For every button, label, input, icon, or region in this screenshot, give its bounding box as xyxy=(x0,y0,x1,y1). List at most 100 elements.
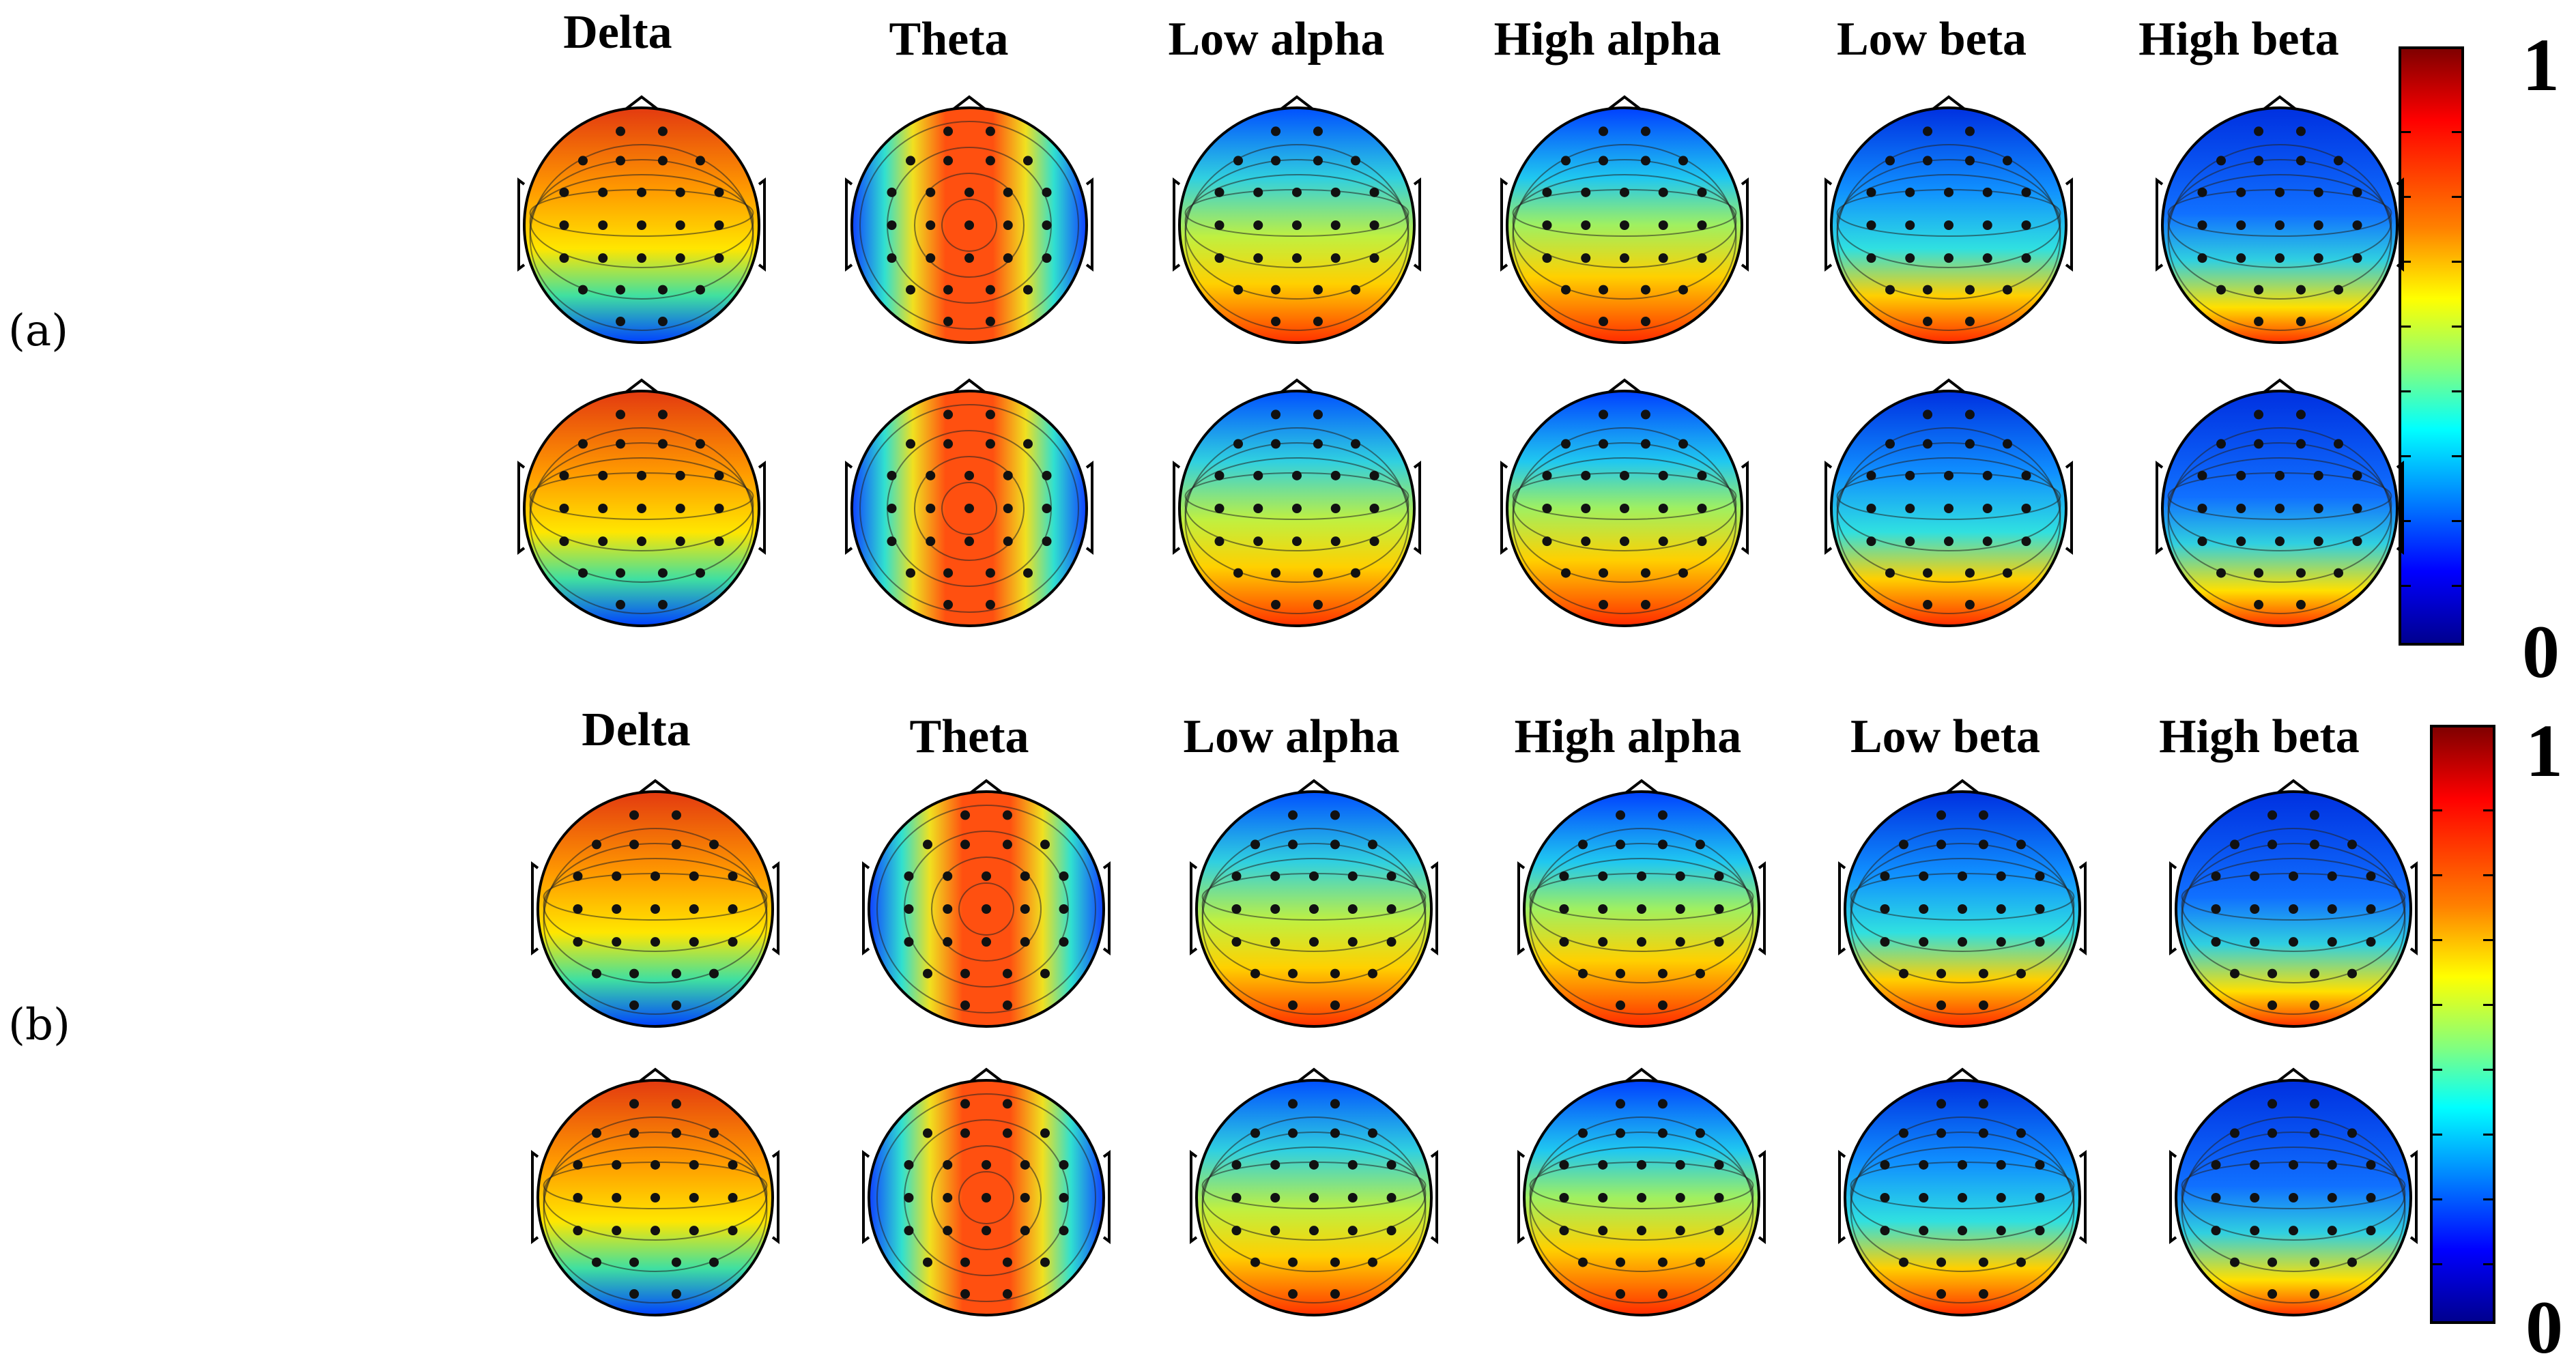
electrode-dot xyxy=(1250,1257,1260,1267)
right-ear-marker xyxy=(1102,861,1111,955)
electrode-dot xyxy=(1923,126,1933,136)
left-ear-marker xyxy=(845,177,853,272)
electrode-dot xyxy=(1675,937,1685,947)
electrode-dot xyxy=(1313,156,1323,166)
contour-line xyxy=(2181,828,2406,1015)
electrode-dot xyxy=(1231,1193,1242,1202)
electrode-dot xyxy=(2035,1159,2045,1170)
electrode-dot xyxy=(926,220,936,230)
electrode-dot xyxy=(1658,220,1668,230)
electrode-dot xyxy=(709,1257,719,1267)
nose-marker xyxy=(1295,779,1333,796)
electrode-dot xyxy=(598,470,608,480)
left-ear-marker xyxy=(1824,461,1833,555)
electrode-dot xyxy=(1561,285,1571,295)
band-title-b-high-alpha: High alpha xyxy=(1514,710,1742,763)
electrode-dot xyxy=(1330,839,1340,850)
electrode-dot xyxy=(1386,1193,1397,1202)
electrode-dot xyxy=(2295,317,2306,327)
electrode-dot xyxy=(1658,187,1668,197)
nose-marker xyxy=(636,1067,674,1084)
nose-marker xyxy=(622,95,661,112)
electrode-dot xyxy=(629,1289,640,1299)
electrode-dot xyxy=(1288,1000,1298,1011)
electrode-dot xyxy=(1599,439,1609,449)
electrode-dot xyxy=(2021,253,2031,263)
band-title-a-high-beta: High beta xyxy=(2138,13,2339,66)
electrode-dot xyxy=(2016,968,2026,979)
electrode-dot xyxy=(1637,1226,1646,1236)
electrode-dot xyxy=(2327,1226,2337,1236)
electrode-dot xyxy=(1923,285,1933,295)
nose-marker xyxy=(1943,779,1981,796)
right-ear-marker xyxy=(758,177,766,272)
nose-marker xyxy=(950,95,988,112)
contour-line xyxy=(529,174,754,268)
electrode-dot xyxy=(1542,220,1552,230)
electrode-dot xyxy=(1880,1159,1890,1170)
electrode-dot xyxy=(2236,536,2246,547)
electrode-dot xyxy=(1214,220,1225,230)
electrode-dot xyxy=(2211,871,2221,881)
contour-line xyxy=(543,828,768,1015)
electrode-dot xyxy=(1330,220,1341,230)
contour-line xyxy=(1201,1116,1427,1303)
electrode-dot xyxy=(1347,1193,1358,1202)
electrode-dot xyxy=(2035,904,2045,914)
electrode-dot xyxy=(1003,220,1013,230)
band-title-a-delta: Delta xyxy=(563,6,672,59)
electrode-dot xyxy=(985,126,995,136)
electrode-dot xyxy=(1620,470,1629,480)
electrode-dot xyxy=(1936,1000,1947,1011)
electrode-dot xyxy=(1581,253,1591,263)
electrode-dot xyxy=(1936,810,1947,820)
electrode-dot xyxy=(1042,470,1052,480)
electrode-dot xyxy=(1559,871,1569,881)
electrode-dot xyxy=(1578,1257,1588,1267)
electrode-dot xyxy=(1023,568,1033,578)
electrode-dot xyxy=(943,904,953,914)
right-ear-marker xyxy=(758,461,766,555)
topomap-b-row2-high-beta xyxy=(2169,1067,2418,1316)
electrode-dot xyxy=(2197,504,2207,513)
electrode-dot xyxy=(675,470,685,480)
electrode-dot xyxy=(1368,839,1377,850)
contour-line xyxy=(958,1171,1014,1224)
electrode-dot xyxy=(1271,285,1281,295)
electrode-dot xyxy=(1899,839,1908,850)
nose-marker xyxy=(950,378,988,395)
electrode-dot xyxy=(1040,1128,1050,1138)
electrode-dot xyxy=(1697,187,1707,197)
electrode-dot xyxy=(671,1289,681,1299)
electrode-dot xyxy=(1919,1159,1929,1170)
electrode-dot xyxy=(1313,439,1323,449)
electrode-dot xyxy=(904,937,914,947)
electrode-dot xyxy=(1714,904,1724,914)
electrode-dot xyxy=(1944,536,1954,547)
electrode-dot xyxy=(985,285,995,295)
nose-marker xyxy=(2274,1067,2313,1084)
electrode-dot xyxy=(1599,317,1609,327)
electrode-dot xyxy=(2327,1159,2337,1170)
contour-line xyxy=(941,482,997,535)
electrode-dot xyxy=(1675,1226,1685,1236)
electrode-dot xyxy=(1598,871,1608,881)
electrode-dot xyxy=(1640,156,1650,166)
electrode-dot xyxy=(1330,1099,1340,1109)
electrode-dot xyxy=(1386,904,1397,914)
electrode-dot xyxy=(1542,504,1552,513)
electrode-dot xyxy=(629,1099,640,1109)
electrode-dot xyxy=(1253,187,1263,197)
electrode-dot xyxy=(1020,937,1030,947)
electrode-dot xyxy=(1253,536,1263,547)
electrode-dot xyxy=(1919,937,1929,947)
left-ear-marker xyxy=(1838,1150,1846,1244)
electrode-dot xyxy=(616,409,626,420)
electrode-dot xyxy=(2211,1226,2221,1236)
electrode-dot xyxy=(985,317,995,327)
electrode-dot xyxy=(1020,1226,1030,1236)
electrode-dot xyxy=(2366,904,2376,914)
electrode-dot xyxy=(1330,1289,1340,1299)
electrode-dot xyxy=(2250,871,2260,881)
